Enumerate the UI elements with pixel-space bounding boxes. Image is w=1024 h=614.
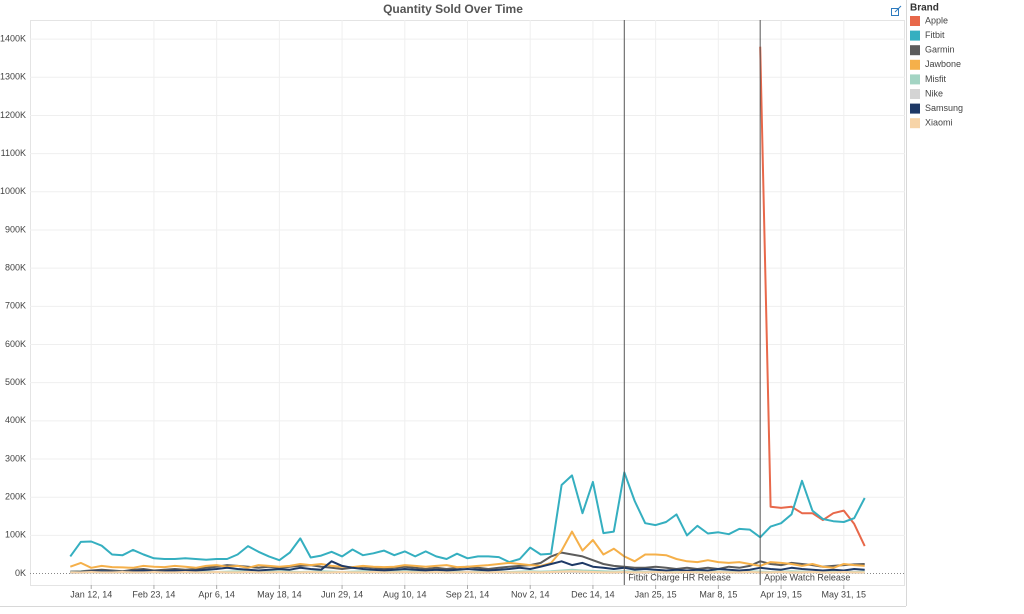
legend-label: Fitbit	[925, 30, 945, 40]
legend-swatch	[910, 45, 920, 56]
y-tick-label: 1100K	[1, 148, 26, 158]
y-tick-label: 0K	[15, 568, 26, 578]
y-tick-label: 700K	[5, 301, 26, 311]
reference-label: Apple Watch Release	[764, 572, 850, 582]
x-tick-label: Mar 8, 15	[699, 589, 737, 599]
series-line	[70, 570, 865, 574]
expand-icon[interactable]	[891, 5, 902, 16]
series-line	[69, 530, 865, 569]
y-tick-label: 1200K	[0, 110, 26, 120]
y-tick-label: 200K	[5, 492, 26, 502]
y-tick-label: 300K	[5, 453, 26, 463]
x-tick-label: Jun 29, 14	[321, 589, 363, 599]
y-tick-label: 1400K	[0, 33, 26, 43]
y-tick-label: 1300K	[0, 72, 26, 82]
x-tick-label: Aug 10, 14	[383, 589, 427, 599]
y-tick-label: 400K	[5, 415, 26, 425]
legend-label: Jawbone	[925, 59, 961, 69]
series-line	[759, 46, 866, 547]
x-tick-label: Jan 12, 14	[70, 589, 112, 599]
x-tick-label: Jan 25, 15	[635, 589, 677, 599]
legend-label: Apple	[925, 15, 948, 25]
x-tick-label: Dec 14, 14	[571, 589, 615, 599]
reference-label: Fitbit Charge HR Release	[628, 572, 731, 582]
legend-swatch	[910, 118, 920, 129]
legend-swatch	[910, 89, 920, 99]
legend-swatch	[910, 74, 920, 85]
x-tick-label: Apr 19, 15	[760, 589, 802, 599]
x-tick-label: May 31, 15	[822, 589, 867, 599]
legend-swatch	[910, 16, 920, 26]
legend-label: Garmin	[925, 45, 955, 55]
y-tick-label: 100K	[5, 530, 26, 540]
x-tick-label: Apr 6, 14	[198, 589, 235, 599]
y-tick-label: 800K	[5, 263, 26, 273]
y-tick-label: 600K	[5, 339, 26, 349]
legend-label: Misfit	[925, 74, 946, 84]
expand-icon-box[interactable]	[891, 8, 899, 16]
chart-title: Quantity Sold Over Time	[383, 2, 523, 16]
x-tick-label: Sep 21, 14	[446, 589, 490, 599]
legend-title: Brand	[910, 3, 939, 14]
series-line	[69, 471, 866, 564]
y-tick-label: 500K	[5, 377, 26, 387]
y-tick-label: 1000K	[0, 186, 26, 196]
legend-swatch	[910, 103, 920, 114]
x-tick-label: Nov 2, 14	[511, 589, 550, 599]
x-tick-label: May 18, 14	[257, 589, 302, 599]
x-tick-label: Feb 23, 14	[132, 589, 175, 599]
series-line	[70, 560, 865, 574]
legend-label: Xiaomi	[925, 118, 953, 128]
legend-swatch	[910, 59, 920, 70]
legend-label: Samsung	[925, 103, 963, 113]
expand-icon-arrow[interactable]	[894, 5, 902, 13]
y-tick-label: 900K	[5, 224, 26, 234]
legend-swatch	[910, 30, 920, 41]
legend-label: Nike	[925, 88, 943, 98]
